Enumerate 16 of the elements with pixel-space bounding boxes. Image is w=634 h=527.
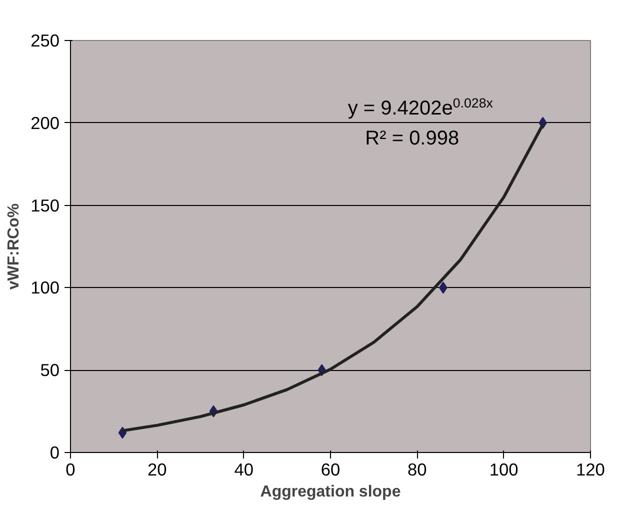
y-tick-label: 100 [30,278,60,298]
x-axis-title: Aggregation slope [260,484,401,500]
y-tick-label: 0 [50,442,60,462]
y-tick-label: 200 [30,112,60,133]
x-tick-label: 120 [576,460,605,480]
annotation: R² = 0.998 [365,127,460,150]
y-axis-title: vWF:RCo% [6,203,23,290]
y-tick-label: 250 [30,30,60,50]
x-tick-label: 0 [66,460,76,480]
x-tick-label: 40 [234,460,254,480]
x-tick-label: 100 [489,460,518,480]
x-tick-label: 20 [148,460,167,480]
y-tick-label: 50 [40,360,60,380]
x-tick-label: 60 [320,460,340,480]
x-tick-label: 80 [408,460,427,480]
y-tick-label: 150 [30,195,60,216]
